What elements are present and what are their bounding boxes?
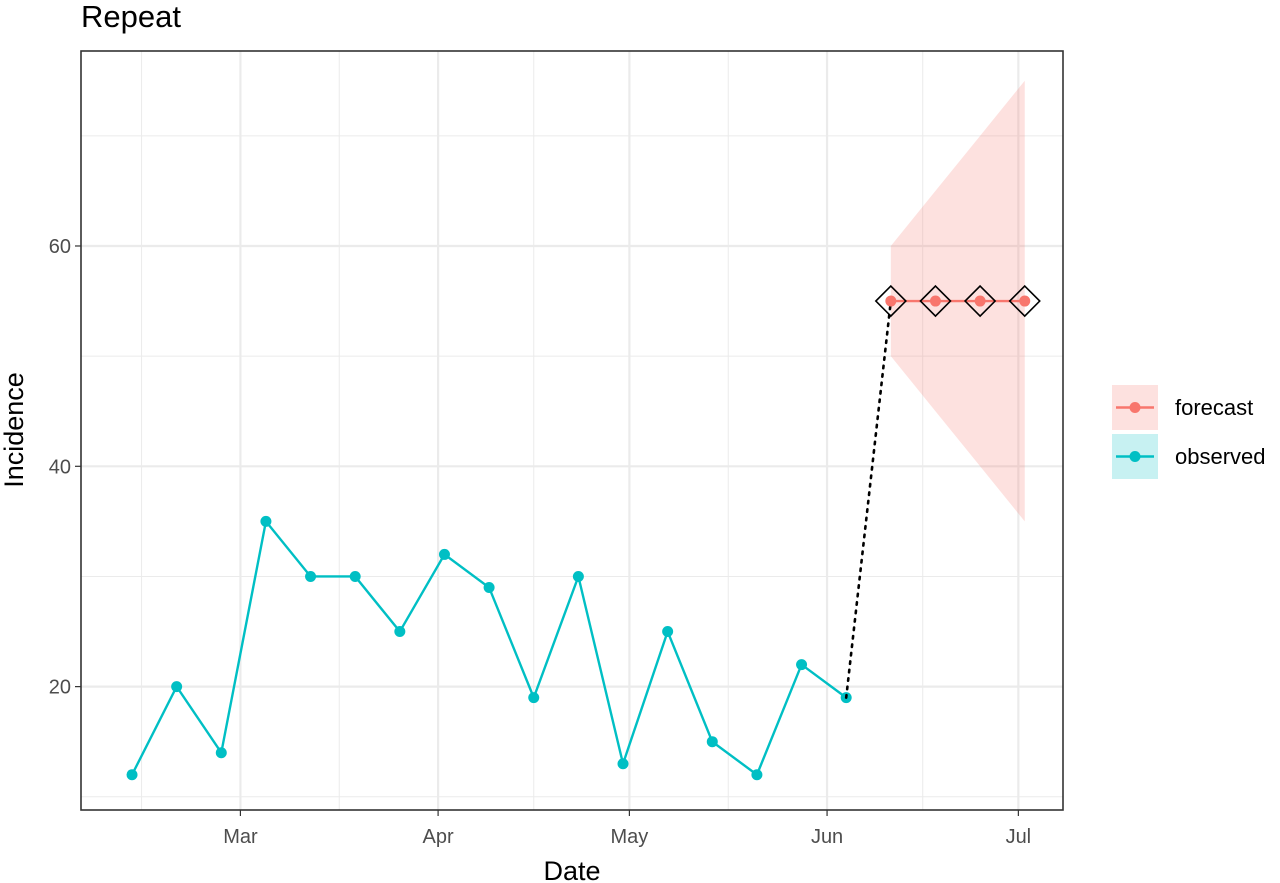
observed-point: [662, 626, 674, 638]
forecast-point: [929, 295, 941, 307]
observed-point: [796, 659, 808, 671]
panel-background: [81, 51, 1063, 810]
forecast-point: [974, 295, 986, 307]
observed-point: [260, 515, 272, 527]
forecast-connector: [844, 299, 893, 699]
legend-point-observed: [1129, 451, 1141, 462]
observed-point: [305, 570, 317, 582]
panel-border: [80, 50, 1064, 811]
x-axis-title: Date: [543, 856, 600, 883]
x-tick-label: May: [610, 826, 648, 848]
chart-title: Repeat: [81, 0, 181, 34]
x-tick-label: Apr: [423, 826, 454, 848]
observed-point: [617, 758, 629, 770]
observed-point: [394, 626, 406, 638]
observed-point: [572, 570, 584, 582]
observed-point: [349, 570, 361, 582]
x-tick-label: Jul: [1006, 826, 1032, 848]
forecast-diamond-marker: [919, 284, 952, 318]
forecast-diamond-marker: [874, 284, 907, 318]
forecast-diamond-marker: [963, 284, 997, 318]
x-tick-label: Mar: [223, 826, 258, 848]
forecast-diamond-marker: [1008, 284, 1041, 318]
legend-point-forecast: [1129, 402, 1141, 413]
forecast-point: [1019, 295, 1031, 307]
y-tick-label: 20: [49, 677, 71, 699]
plot-panel: 20 40 60 Mar Apr May Jun Jul: [49, 50, 1064, 848]
observed-point: [751, 769, 763, 781]
legend: forecast observed: [1112, 385, 1266, 479]
observed-point: [126, 769, 138, 781]
observed-point: [215, 747, 227, 759]
x-tick-label: Jun: [811, 826, 843, 848]
legend-label-observed: observed: [1175, 444, 1266, 469]
y-axis-title: Incidence: [0, 372, 29, 488]
forecast-point: [885, 295, 897, 307]
observed-point: [483, 581, 495, 593]
legend-label-forecast: forecast: [1175, 395, 1253, 420]
y-tick-label: 40: [49, 456, 71, 478]
observed-point: [528, 692, 540, 704]
observed-point: [706, 736, 718, 748]
y-tick-label: 60: [49, 236, 71, 258]
observed-point: [171, 681, 183, 693]
observed-point: [438, 548, 450, 560]
